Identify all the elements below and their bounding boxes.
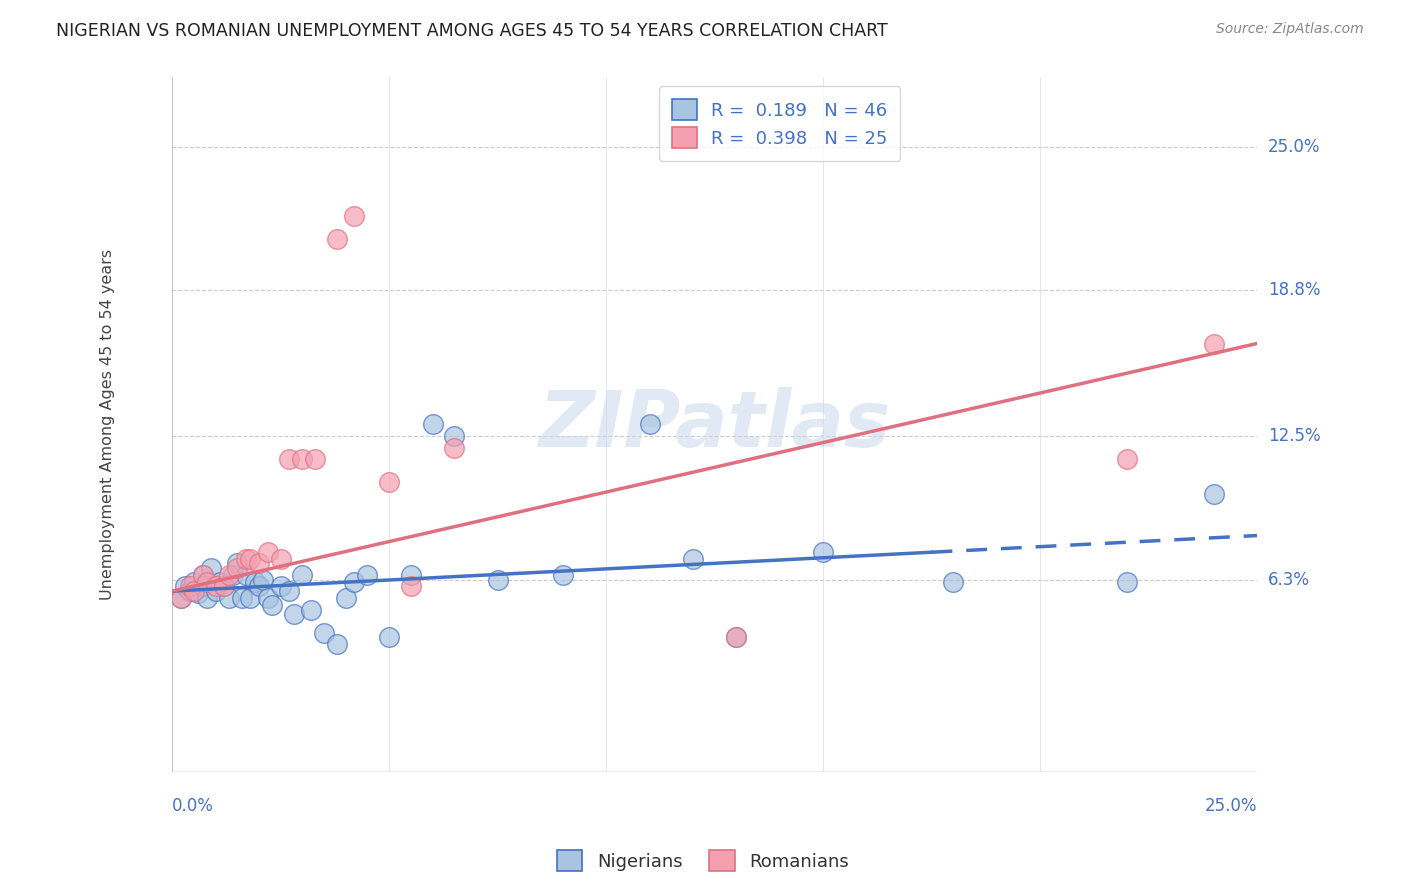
Point [208,574,231,589]
Point [399,567,422,582]
Point [378,631,401,645]
Point [204,584,226,599]
Text: 12.5%: 12.5% [1268,427,1320,445]
Point [170,591,193,605]
Point [725,631,748,645]
Point [326,637,349,651]
Point [299,602,322,616]
Point [343,209,366,223]
Point [235,551,257,566]
Text: 6.3%: 6.3% [1268,571,1310,589]
Point [1202,336,1225,351]
Point [278,452,301,467]
Point [291,452,314,467]
Point [231,591,253,605]
Point [239,551,262,566]
Point [270,551,292,566]
Point [378,475,401,490]
Point [200,561,222,575]
Text: NIGERIAN VS ROMANIAN UNEMPLOYMENT AMONG AGES 45 TO 54 YEARS CORRELATION CHART: NIGERIAN VS ROMANIAN UNEMPLOYMENT AMONG … [56,22,889,40]
Point [191,567,214,582]
Point [226,561,249,575]
Point [356,567,378,582]
Point [218,567,240,582]
Text: ZIPatlas: ZIPatlas [538,386,891,462]
Point [179,584,201,599]
Point [283,607,305,622]
Point [243,574,266,589]
Text: Source: ZipAtlas.com: Source: ZipAtlas.com [1216,22,1364,37]
Point [291,567,314,582]
Point [443,441,465,455]
Legend: Nigerians, Romanians: Nigerians, Romanians [550,843,856,879]
Text: 25.0%: 25.0% [1205,797,1257,814]
Point [256,545,278,559]
Point [170,591,193,605]
Point [218,591,240,605]
Point [252,573,274,587]
Point [682,551,704,566]
Point [551,567,574,582]
Legend: R =  0.189   N = 46, R =  0.398   N = 25: R = 0.189 N = 46, R = 0.398 N = 25 [659,87,900,161]
Point [247,579,270,593]
Point [1115,574,1137,589]
Point [187,586,209,600]
Point [235,567,257,582]
Point [179,579,201,593]
Point [335,591,357,605]
Point [195,574,218,589]
Point [343,574,366,589]
Text: 18.8%: 18.8% [1268,281,1320,300]
Point [195,591,218,605]
Text: 25.0%: 25.0% [1268,138,1320,156]
Point [191,579,214,593]
Point [942,574,965,589]
Point [226,557,249,571]
Point [270,579,292,593]
Point [326,232,349,246]
Point [214,579,236,593]
Point [399,579,422,593]
Point [191,567,214,582]
Point [638,417,661,432]
Point [725,631,748,645]
Point [811,545,834,559]
Point [247,557,270,571]
Point [443,429,465,443]
Point [204,579,226,593]
Point [486,573,509,587]
Point [183,584,205,599]
Point [174,579,197,593]
Point [278,584,301,599]
Point [222,567,245,582]
Point [304,452,326,467]
Text: 0.0%: 0.0% [173,797,214,814]
Point [214,579,236,593]
Point [1202,487,1225,501]
Point [239,591,262,605]
Point [1115,452,1137,467]
Text: Unemployment Among Ages 45 to 54 years: Unemployment Among Ages 45 to 54 years [100,249,115,600]
Point [314,625,336,640]
Point [260,598,283,612]
Point [422,417,444,432]
Point [256,591,278,605]
Point [183,574,205,589]
